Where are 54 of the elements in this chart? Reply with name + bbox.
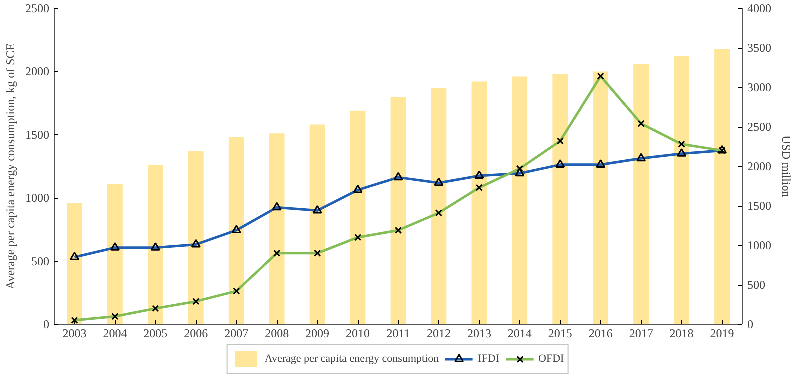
y2-tick-label: 1000: [748, 238, 772, 252]
y-axis-title: Average per capita energy consumption, kg of SCE: [4, 43, 18, 290]
bar: [472, 82, 488, 324]
y2-tick-label: 1500: [748, 199, 772, 213]
x-tick-label: 2008: [265, 326, 290, 340]
y-tick-label: 1000: [26, 191, 50, 206]
y-tick-label: 2000: [26, 64, 50, 79]
x-tick-label: 2019: [710, 326, 734, 340]
x-tick-label: 2010: [346, 326, 370, 340]
x-tick-label: 2018: [670, 326, 694, 340]
x-tick-label: 2009: [306, 326, 330, 340]
x-tick-label: 2013: [467, 326, 492, 340]
legend-label: Average per capita energy consumption: [264, 353, 440, 365]
x-tick-label: 2005: [144, 326, 168, 340]
bar: [714, 48, 730, 324]
bar: [593, 72, 609, 324]
x-tick-label: 2014: [508, 326, 532, 340]
x-tick-label: 2011: [386, 326, 410, 340]
y2-tick-label: 3000: [748, 80, 772, 94]
y2-tick-label: 0: [748, 318, 754, 332]
bar: [108, 184, 123, 324]
x-tick-label: 2004: [103, 326, 128, 340]
y-tick-label: 0: [44, 318, 50, 332]
bar: [634, 64, 650, 324]
bar: [228, 137, 244, 324]
y-tick-label: 1500: [26, 128, 50, 142]
x-tick-label: 2017: [629, 326, 654, 340]
bar: [310, 124, 326, 324]
y2-tick-label: 500: [748, 278, 766, 292]
y2-tick-label: 3500: [748, 41, 772, 55]
x-tick-label: 2003: [62, 326, 87, 340]
bar: [67, 203, 82, 324]
y-tick-label: 500: [32, 254, 50, 268]
bar: [188, 151, 204, 324]
bar: [552, 74, 568, 324]
y2-tick-label: 4000: [748, 2, 772, 16]
bar: [148, 165, 164, 324]
bar: [431, 88, 447, 324]
bar: [350, 110, 366, 324]
bar: [674, 56, 690, 324]
bar: [390, 96, 406, 324]
x-tick-label: 2015: [548, 326, 572, 340]
y2-tick-label: 2000: [748, 160, 772, 174]
y2-axis-title: USD million: [780, 136, 794, 198]
y2-tick-label: 2500: [748, 120, 772, 134]
x-tick-label: 2016: [588, 326, 613, 340]
bar: [269, 134, 285, 324]
y-tick-label: 2500: [26, 2, 50, 16]
legend-label: OFDI: [538, 353, 564, 365]
bar: [512, 76, 528, 324]
x-tick-label: 2006: [184, 326, 208, 340]
x-tick-label: 2012: [426, 326, 451, 340]
x-tick-label: 2007: [224, 326, 249, 340]
legend-label: IFDI: [478, 353, 500, 365]
